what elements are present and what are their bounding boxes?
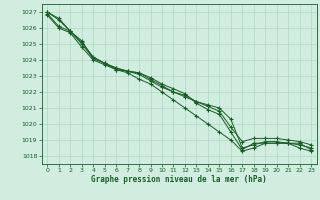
X-axis label: Graphe pression niveau de la mer (hPa): Graphe pression niveau de la mer (hPa) xyxy=(91,175,267,184)
